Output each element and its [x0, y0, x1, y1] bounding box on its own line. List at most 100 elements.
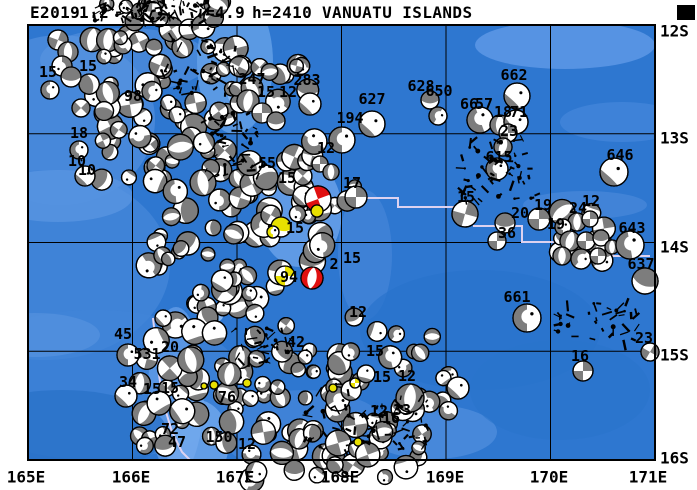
- focal-mechanism-ball: [171, 36, 194, 59]
- focal-mechanism-ball: [428, 106, 448, 126]
- focal-mechanism-ball: [306, 364, 321, 379]
- focal-mechanism-ball: [242, 389, 260, 407]
- focal-mechanism-ball: [288, 205, 307, 223]
- plate-boundary-line: [356, 197, 465, 208]
- plot-title-region: VANUATU ISLANDS: [322, 3, 473, 22]
- bathymetry-patch: [338, 190, 392, 320]
- event-label: 637: [627, 255, 654, 273]
- focal-mechanism-ball: [245, 460, 268, 484]
- event-label: 33: [393, 401, 411, 419]
- focal-mechanism-ball: [168, 106, 186, 124]
- lat-tick-label: 13S: [660, 129, 689, 148]
- event-label: 57: [475, 95, 493, 113]
- event-label: 20: [161, 338, 179, 356]
- focal-mechanism-ball: [242, 378, 252, 388]
- focal-mechanism-ball: [204, 219, 222, 237]
- focal-mechanism-ball: [161, 207, 181, 227]
- lon-tick-label: 171E: [629, 468, 668, 487]
- focal-mechanism-ball: [274, 265, 296, 287]
- focal-mechanism-ball: [411, 440, 426, 456]
- focal-mechanism-ball: [135, 436, 154, 455]
- focal-mechanism-ball: [120, 169, 138, 186]
- focal-mechanism-ball: [309, 232, 336, 259]
- event-label: 66: [460, 95, 478, 113]
- focal-mechanism-ball: [135, 347, 159, 370]
- focal-mechanism-ball: [116, 343, 140, 367]
- focal-mechanism-ball: [527, 207, 551, 231]
- focal-mechanism-ball: [69, 140, 89, 160]
- focal-mechanism-ball: [241, 285, 258, 302]
- focal-mechanism-ball: [371, 421, 394, 443]
- focal-mechanism-ball: [494, 212, 516, 234]
- focal-mechanism-ball: [395, 383, 425, 413]
- event-label: 23: [500, 122, 518, 140]
- focal-mechanism-ball: [154, 309, 172, 327]
- focal-mechanism-ball: [570, 248, 592, 270]
- event-label: 12: [279, 83, 297, 101]
- focal-mechanism-ball: [576, 231, 596, 251]
- focal-mechanism-ball: [192, 283, 210, 302]
- focal-mechanism-ball: [208, 188, 232, 212]
- event-label: 72: [161, 420, 179, 438]
- lat-tick-label: 12S: [660, 22, 689, 41]
- event-label: 98: [124, 87, 142, 105]
- focal-mechanism-ball: [310, 204, 324, 218]
- focal-mechanism-ball: [160, 94, 177, 111]
- focal-mechanism-ball: [217, 361, 242, 387]
- event-label: 194: [336, 109, 363, 127]
- event-label: 15: [286, 219, 304, 237]
- bathymetry-patch: [475, 25, 655, 69]
- lon-tick-label: 167E: [216, 468, 255, 487]
- focal-mechanism-ball: [145, 38, 163, 57]
- focal-mechanism-ball: [308, 466, 326, 484]
- focal-mechanism-ball: [572, 360, 594, 382]
- focal-mechanism-ball: [266, 225, 280, 239]
- focal-mechanism-ball: [95, 80, 120, 106]
- event-label: 10: [78, 161, 96, 179]
- event-label: 12: [398, 367, 416, 385]
- focal-mechanism-ball: [177, 346, 205, 374]
- event-label: 42: [287, 333, 305, 351]
- focal-mechanism-ball: [438, 401, 459, 421]
- focal-mechanism-ball: [290, 361, 307, 378]
- event-label: 662: [500, 66, 527, 84]
- focal-mechanism-ball: [366, 321, 388, 342]
- event-label: 627: [358, 90, 385, 108]
- focal-mechanism-ball: [171, 384, 190, 403]
- focal-mechanism-ball: [356, 364, 376, 384]
- bathymetry-patch: [28, 313, 100, 357]
- event-label: 17: [343, 174, 361, 192]
- focal-mechanism-ball: [322, 163, 340, 181]
- focal-mechanism-ball: [589, 247, 607, 265]
- lat-tick-label: 14S: [660, 238, 689, 257]
- focal-mechanism-ball: [60, 66, 82, 88]
- event-label: 18: [70, 124, 88, 142]
- focal-mechanism-ball: [200, 382, 208, 390]
- focal-mechanism-ball: [269, 440, 295, 466]
- focal-mechanism-ball: [114, 384, 138, 408]
- lat-tick-label: 15S: [660, 346, 689, 365]
- event-label: 15: [366, 342, 384, 360]
- event-label: 19: [534, 196, 552, 214]
- focal-mechanism-ball: [376, 468, 394, 486]
- focal-mechanism-ball: [344, 307, 364, 327]
- focal-mechanism-ball: [146, 390, 172, 416]
- focal-mechanism-ball: [631, 267, 659, 295]
- event-label: 661: [503, 288, 530, 306]
- event-label: 76: [218, 388, 236, 406]
- focal-mechanism-ball: [423, 327, 441, 346]
- event-label: 15: [143, 380, 161, 398]
- plot-title-overlap: 1.2: [79, 3, 110, 22]
- focal-mechanism-ball: [297, 349, 313, 365]
- focal-mechanism-ball: [358, 110, 386, 138]
- focal-mechanism-ball: [184, 91, 207, 115]
- focal-mechanism-ball: [289, 58, 304, 74]
- lon-tick-label: 168E: [321, 468, 360, 487]
- focal-mechanism-ball: [203, 0, 230, 17]
- focal-mechanism-ball: [209, 380, 219, 390]
- focal-mechanism-ball: [218, 409, 245, 435]
- focal-mechanism-ball: [142, 326, 170, 355]
- overdraw-scribbles: [92, 0, 641, 456]
